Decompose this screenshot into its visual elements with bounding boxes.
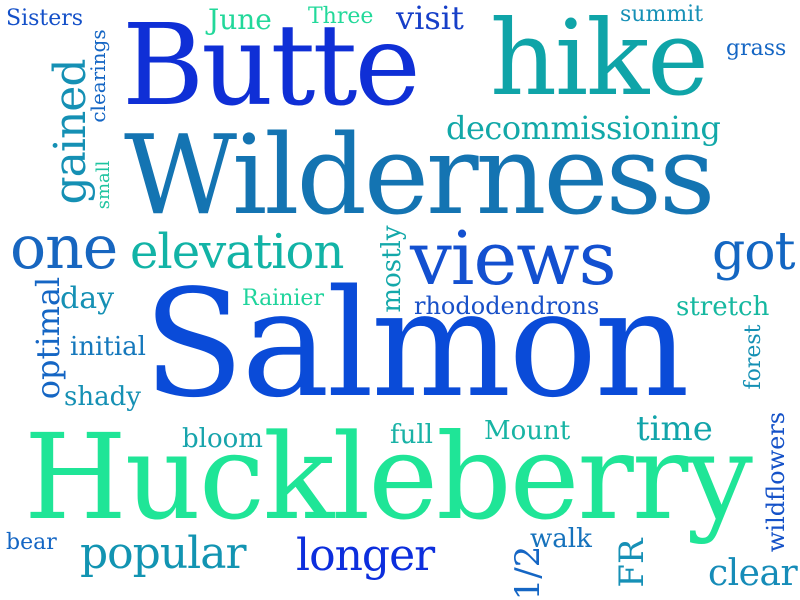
word-got: got	[712, 222, 795, 282]
word-grass: grass	[726, 36, 787, 61]
word-huckleberry: Huckleberry	[24, 408, 753, 546]
word-shady: shady	[64, 382, 141, 412]
word-mostly: mostly	[377, 225, 407, 313]
word-june: June	[208, 3, 272, 36]
word-initial: initial	[70, 332, 146, 362]
word-views: views	[410, 216, 617, 302]
word-fr: FR	[612, 538, 652, 588]
word-decommissioning: decommissioning	[446, 109, 721, 147]
word-visit: visit	[396, 0, 464, 37]
word-summit: summit	[620, 2, 704, 27]
word-popular: popular	[80, 528, 246, 579]
word-salmon: Salmon	[143, 258, 690, 430]
word-wildflowers: wildflowers	[762, 411, 790, 553]
word-stretch: stretch	[676, 292, 770, 322]
word-clearings: clearings	[86, 29, 110, 123]
word-clear: clear	[708, 553, 798, 594]
word-three: Three	[308, 4, 374, 29]
word-bloom: bloom	[182, 424, 263, 454]
word-one: one	[10, 213, 118, 283]
word-full: full	[390, 420, 433, 450]
word-hike: hike	[490, 0, 709, 119]
word-rainier: Rainier	[242, 286, 324, 311]
word-walk: walk	[530, 524, 592, 554]
word-bear: bear	[6, 530, 57, 555]
word-time: time	[636, 409, 713, 449]
word-elevation: elevation	[130, 224, 344, 280]
word-wilderness: Wilderness	[124, 111, 715, 239]
word-forest: forest	[741, 324, 766, 390]
word-butte: Butte	[122, 1, 421, 131]
word-day: day	[60, 281, 115, 316]
word-sisters: Sisters	[6, 6, 84, 31]
word-mount: Mount	[484, 416, 571, 446]
word-small: small	[93, 160, 114, 210]
word-longer: longer	[296, 530, 435, 581]
word-rhododendrons: rhododendrons	[414, 292, 600, 320]
